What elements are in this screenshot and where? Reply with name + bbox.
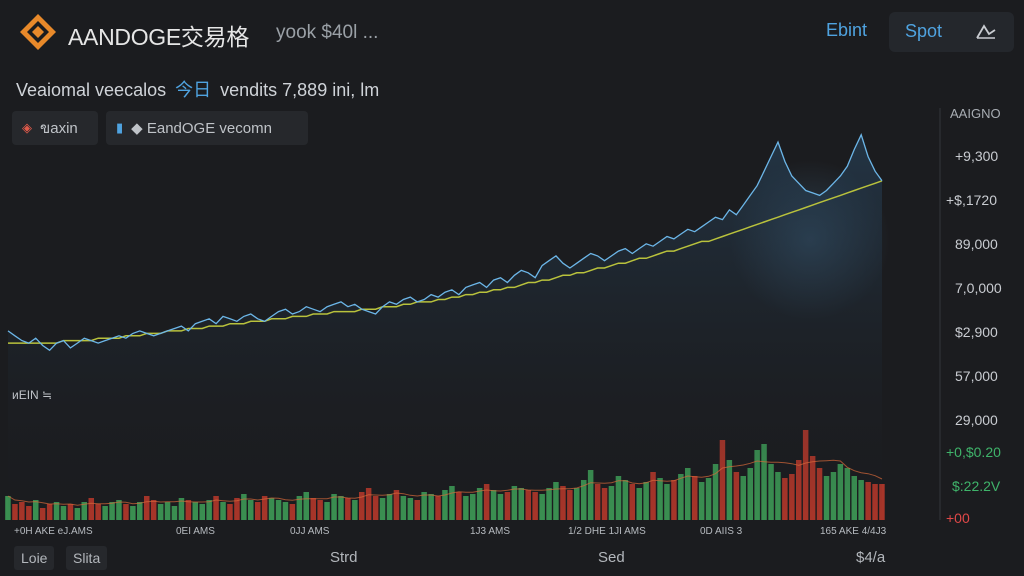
y-tick-label: $2,900 — [955, 324, 998, 340]
price-area — [8, 134, 882, 521]
metric-label: Veaiomal veecalos — [16, 80, 167, 100]
spot-button[interactable]: Spot — [889, 12, 1014, 52]
x-tick-label: +0H AKE eJ.AMS — [14, 526, 93, 537]
y-tick-label: 57,000 — [955, 368, 998, 384]
metric-line: Veaiomal veecalos 今日 vendits 7,889 ini, … — [16, 76, 379, 102]
y-tick-label: 89,000 — [955, 236, 998, 252]
y-tick-label: 29,000 — [955, 412, 998, 428]
y-tick-label: +9,300 — [955, 148, 999, 164]
indicator-chip-2[interactable]: ▮ ◆ EandOGE vecomn — [106, 111, 308, 145]
header-bar: AANDOGE交易格 yook $40l ... Ebint Spot — [0, 0, 1024, 64]
chart-arrow-icon — [976, 24, 996, 39]
footer-label-sed: Sed — [598, 549, 625, 566]
x-tick-label: 0D AIIS 3 — [700, 526, 743, 537]
chip-1-label: ขaxin — [40, 120, 78, 137]
bar-icon: ▮ — [116, 120, 124, 135]
chip-2-label: ◆ EandOGE vecomn — [131, 120, 272, 137]
footer-label-price: $4/a — [856, 549, 886, 566]
y-tick-label: +00 — [946, 510, 970, 526]
y-tick-label: +0,$0.20 — [946, 444, 1001, 460]
y-tick-label: +$,1720 — [946, 192, 997, 208]
footer-bar: Loie Slita Strd Sed $4/a — [0, 542, 1024, 576]
volume-ma-line — [7, 459, 883, 506]
y-tick-label: 7,0,000 — [955, 280, 1002, 296]
axis-title: AAIGNO — [950, 106, 1001, 121]
indicator-chip-1[interactable]: ◈ ขaxin — [12, 111, 98, 145]
volume-bar — [5, 496, 11, 520]
tab-slita[interactable]: Slita — [66, 546, 108, 570]
moving-average-line — [8, 180, 883, 344]
x-tick-label: 0JJ AMS — [290, 526, 330, 537]
x-tick-label: 0EI AMS — [176, 526, 215, 537]
x-tick-label: 1/2 DHE 1JI AMS — [568, 526, 646, 537]
x-tick-label: 165 AKE 4/4J3 — [820, 526, 887, 537]
tab-loie[interactable]: Loie — [14, 546, 55, 570]
metric-value: vendits 7,889 ini, lm — [220, 80, 380, 100]
metric-cn-label: 今日 — [175, 80, 212, 100]
x-tick-label: 1J3 AMS — [470, 526, 511, 537]
ebint-link[interactable]: Ebint — [826, 20, 868, 40]
app-title: AANDOGE交易格 — [68, 24, 250, 50]
volume-label: ᴎEIN ≒ — [12, 388, 53, 402]
price-chart[interactable] — [0, 100, 1024, 540]
diamond-icon: ◈ — [22, 120, 32, 135]
price-line — [7, 133, 883, 352]
diamond-logo-icon[interactable] — [18, 12, 58, 52]
y-tick-label: $:22.2V — [952, 478, 1001, 494]
footer-label-strd: Strd — [330, 549, 358, 566]
app-subtitle: yook $40l ... — [276, 22, 379, 43]
spot-button-label: Spot — [905, 21, 943, 41]
